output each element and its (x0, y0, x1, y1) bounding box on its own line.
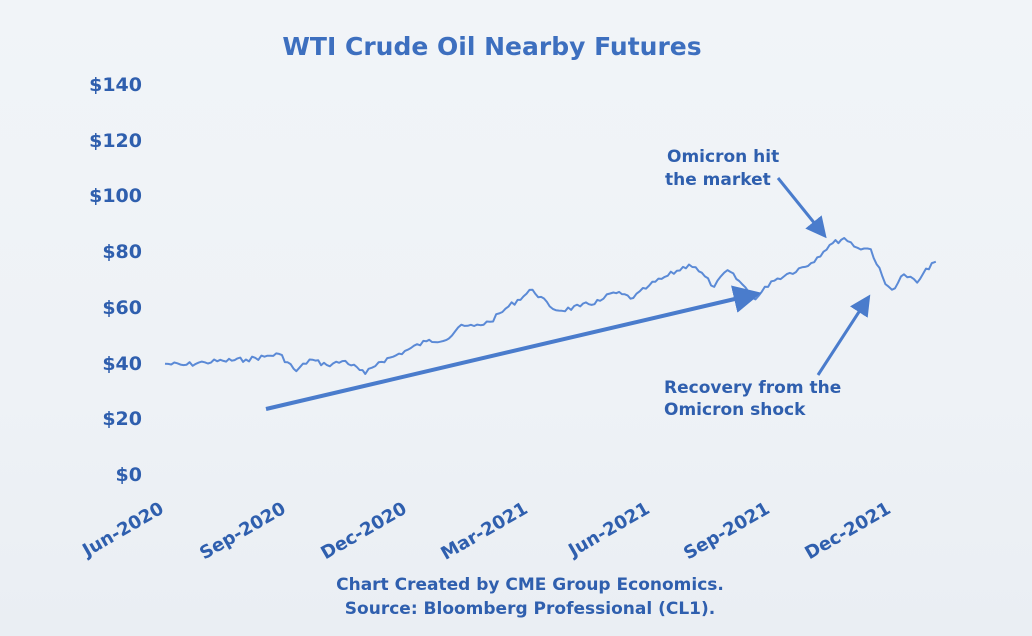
y-tick-label: $140 (89, 74, 142, 96)
annotation-omicron-line2: the market (665, 170, 771, 190)
chart-title: WTI Crude Oil Nearby Futures (282, 32, 701, 61)
x-tick-label: Dec-2020 (317, 498, 410, 564)
y-tick-label: $40 (102, 353, 142, 375)
x-tick-label: Jun-2020 (77, 498, 167, 562)
x-tick-label: Dec-2021 (801, 498, 894, 564)
x-tick-label: Mar-2021 (437, 498, 531, 564)
y-tick-label: $0 (116, 464, 142, 486)
x-tick-label: Jun-2021 (563, 498, 653, 562)
series-line (164, 237, 937, 375)
annotation-recovery-line1: Recovery from the (664, 378, 841, 398)
y-tick-label: $100 (89, 185, 142, 207)
y-tick-label: $60 (102, 297, 142, 319)
source-line-1: Chart Created by CME Group Economics. (336, 575, 724, 595)
trend-arrow (265, 285, 762, 411)
recovery-arrow (816, 294, 871, 376)
source-line-2: Source: Bloomberg Professional (CL1). (345, 599, 715, 619)
annotation-recovery-line2: Omicron shock (664, 400, 806, 420)
x-tick-label: Sep-2020 (196, 498, 289, 564)
omicron-arrow (776, 177, 827, 239)
x-tick-label: Sep-2021 (680, 498, 773, 564)
y-tick-label: $20 (102, 408, 142, 430)
price-series (164, 237, 937, 375)
y-tick-label: $120 (89, 130, 142, 152)
y-tick-label: $80 (102, 241, 142, 263)
annotation-omicron-line1: Omicron hit (667, 147, 779, 167)
